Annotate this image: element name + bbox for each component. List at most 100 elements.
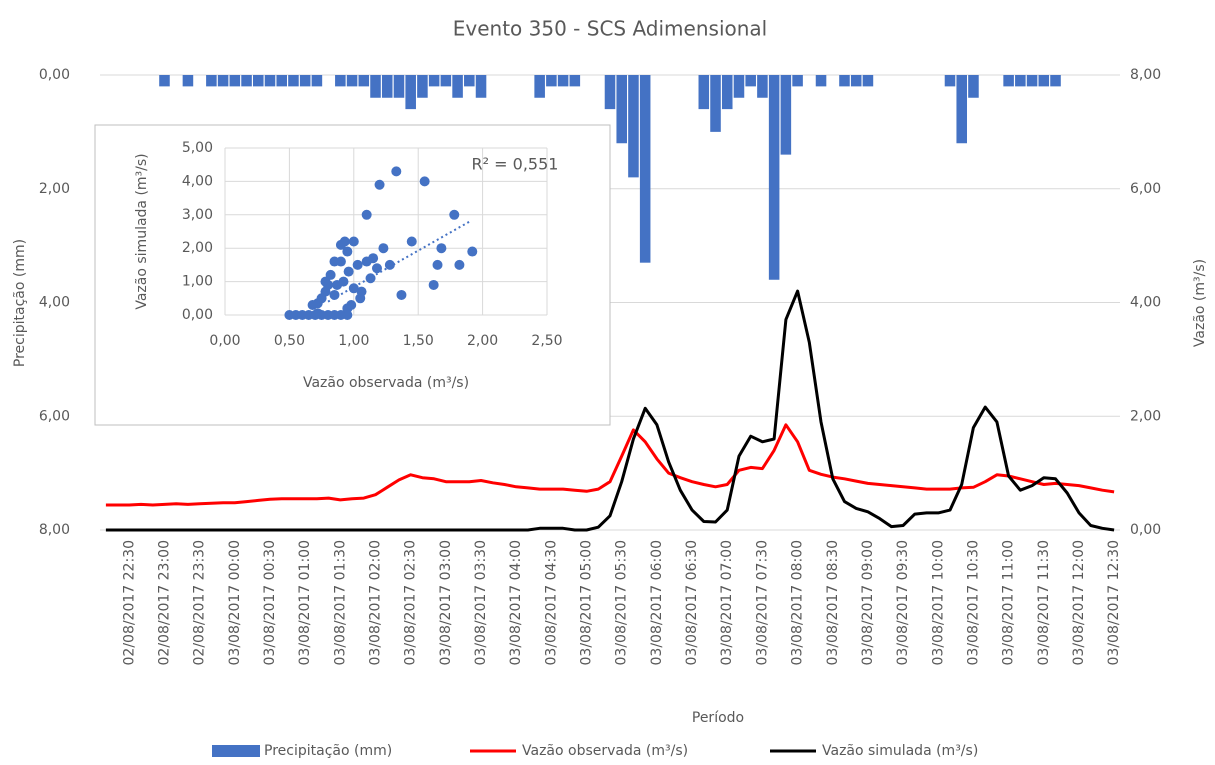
x-tick-label: 03/08/2017 07:00: [719, 540, 735, 666]
bar: [276, 75, 287, 87]
scatter-point: [320, 276, 331, 287]
bar: [358, 75, 370, 87]
legend-label: Vazão observada (m³/s): [522, 743, 688, 759]
x-tick-label: 03/08/2017 00:00: [227, 540, 243, 666]
y-tick-label: 4,00: [182, 173, 213, 189]
x-tick-label: 03/08/2017 00:30: [262, 540, 278, 666]
scatter-point: [449, 209, 460, 220]
x-tick-label: 0,50: [274, 333, 305, 349]
x-tick-label: 03/08/2017 04:30: [543, 540, 559, 666]
bar: [1026, 75, 1038, 87]
x-tick-label: 03/08/2017 01:30: [332, 540, 348, 666]
x-tick-label: 03/08/2017 09:30: [895, 540, 911, 666]
x-tick-label: 03/08/2017 10:30: [965, 540, 981, 666]
x-tick-label: 03/08/2017 09:00: [860, 540, 876, 666]
x-tick-label: 03/08/2017 01:00: [297, 540, 313, 666]
x-tick-label: 03/08/2017 12:30: [1106, 540, 1122, 666]
bar: [628, 75, 639, 178]
bar: [569, 75, 581, 87]
scatter-point: [335, 256, 346, 267]
bar: [405, 75, 416, 110]
bar: [393, 75, 405, 98]
x-tick-label: 03/08/2017 03:00: [438, 540, 454, 666]
bar: [1038, 75, 1050, 87]
y-tick-label: 6,00: [39, 408, 70, 424]
bar: [850, 75, 862, 87]
bar: [780, 75, 792, 155]
scatter-point: [343, 266, 354, 277]
x-axis-title: Período: [692, 710, 744, 726]
scatter-point: [378, 243, 389, 254]
bar: [944, 75, 956, 87]
bar: [264, 75, 276, 87]
y2-tick-label: 0,00: [1130, 522, 1161, 538]
scatter-point: [371, 263, 382, 274]
inset-frame: [94, 124, 611, 426]
x-tick-label: 03/08/2017 05:30: [614, 540, 630, 666]
bar: [288, 75, 299, 87]
scatter-point: [419, 176, 430, 187]
bar: [217, 75, 229, 87]
x-tick-label: 03/08/2017 08:00: [790, 540, 806, 666]
bar: [475, 75, 487, 98]
legend-label: Vazão simulada (m³/s): [822, 743, 978, 759]
y-tick-label: 3,00: [182, 207, 213, 223]
bar: [557, 75, 569, 87]
bar: [417, 75, 428, 98]
bar: [968, 75, 979, 98]
bar: [956, 75, 967, 144]
x-tick-label: 1,50: [403, 333, 434, 349]
bar: [452, 75, 463, 98]
scatter-point: [432, 259, 443, 270]
scatter-point: [361, 209, 372, 220]
scatter-point: [352, 259, 363, 270]
bar: [241, 75, 252, 87]
annotation: R² = 0,551: [472, 155, 559, 174]
y-tick-label: 2,00: [39, 181, 70, 197]
bar: [733, 75, 745, 98]
x-tick-label: 03/08/2017 02:00: [368, 540, 384, 666]
x-tick-label: 03/08/2017 07:30: [754, 540, 770, 666]
legend-swatch: [212, 745, 260, 757]
y-tick-label: 2,00: [182, 240, 213, 256]
scatter-point: [396, 289, 407, 300]
scatter-point: [436, 243, 447, 254]
y2-tick-label: 2,00: [1130, 408, 1161, 424]
scatter-point: [406, 236, 417, 247]
scatter-point: [356, 286, 367, 297]
x-tick-label: 02/08/2017 22:30: [121, 540, 137, 666]
scatter-point: [368, 253, 379, 264]
bar: [159, 75, 170, 87]
y-tick-label: 5,00: [182, 140, 213, 156]
y-tick-label: 8,00: [39, 522, 70, 538]
bar: [639, 75, 651, 263]
bar: [604, 75, 616, 110]
x-tick-label: 03/08/2017 11:00: [1001, 540, 1017, 666]
x-tick-label: 02/08/2017 23:30: [192, 540, 208, 666]
x-tick-label: 03/08/2017 02:30: [403, 540, 419, 666]
y-tick-label: 0,00: [39, 67, 70, 83]
bar: [1050, 75, 1061, 87]
scatter-point: [384, 259, 395, 270]
bar: [464, 75, 475, 87]
bar: [546, 75, 557, 87]
scatter-point: [348, 283, 359, 294]
bar: [335, 75, 346, 87]
bar: [440, 75, 452, 87]
x-tick-label: 03/08/2017 08:30: [825, 540, 841, 666]
bar: [206, 75, 217, 87]
bar: [1015, 75, 1026, 87]
y2-tick-label: 6,00: [1130, 181, 1161, 197]
x-tick-label: 02/08/2017 23:00: [156, 540, 172, 666]
x-tick-label: 03/08/2017 04:00: [508, 540, 524, 666]
bar: [182, 75, 194, 87]
x-tick-label: 0,00: [209, 333, 240, 349]
scatter-point: [391, 166, 402, 177]
bar: [768, 75, 780, 280]
bar: [862, 75, 874, 87]
scatter-point: [342, 246, 353, 257]
bar: [428, 75, 440, 87]
scatter-point: [338, 276, 349, 287]
y-axis-title: Precipitação (mm): [12, 239, 28, 367]
